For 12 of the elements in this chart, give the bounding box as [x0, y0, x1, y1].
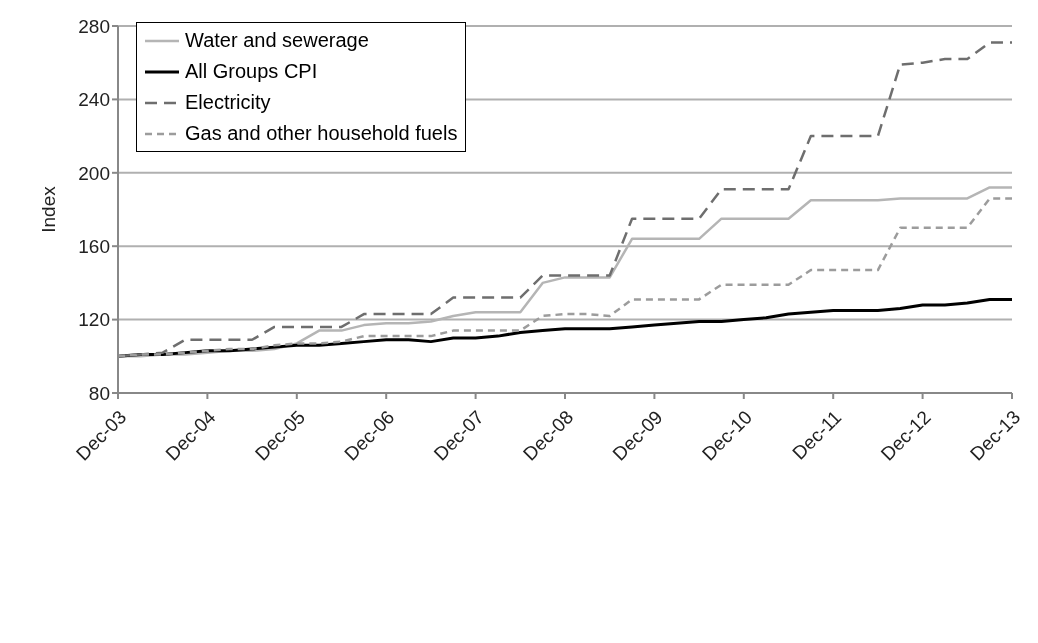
y-axis-title: Index — [37, 185, 59, 233]
legend-label: Electricity — [185, 91, 271, 114]
legend-label: Gas and other household fuels — [185, 122, 458, 145]
y-tick-label: 200 — [78, 162, 110, 184]
y-tick-label: 80 — [88, 382, 110, 404]
legend-label: All Groups CPI — [185, 60, 318, 83]
y-tick-label: 280 — [78, 15, 110, 37]
line-series — [118, 297, 1012, 358]
y-tick-label: 160 — [78, 235, 110, 257]
y-tick-label: 240 — [78, 89, 110, 111]
legend-label: Water and sewerage — [185, 29, 369, 52]
y-tick-label: 120 — [78, 309, 110, 331]
